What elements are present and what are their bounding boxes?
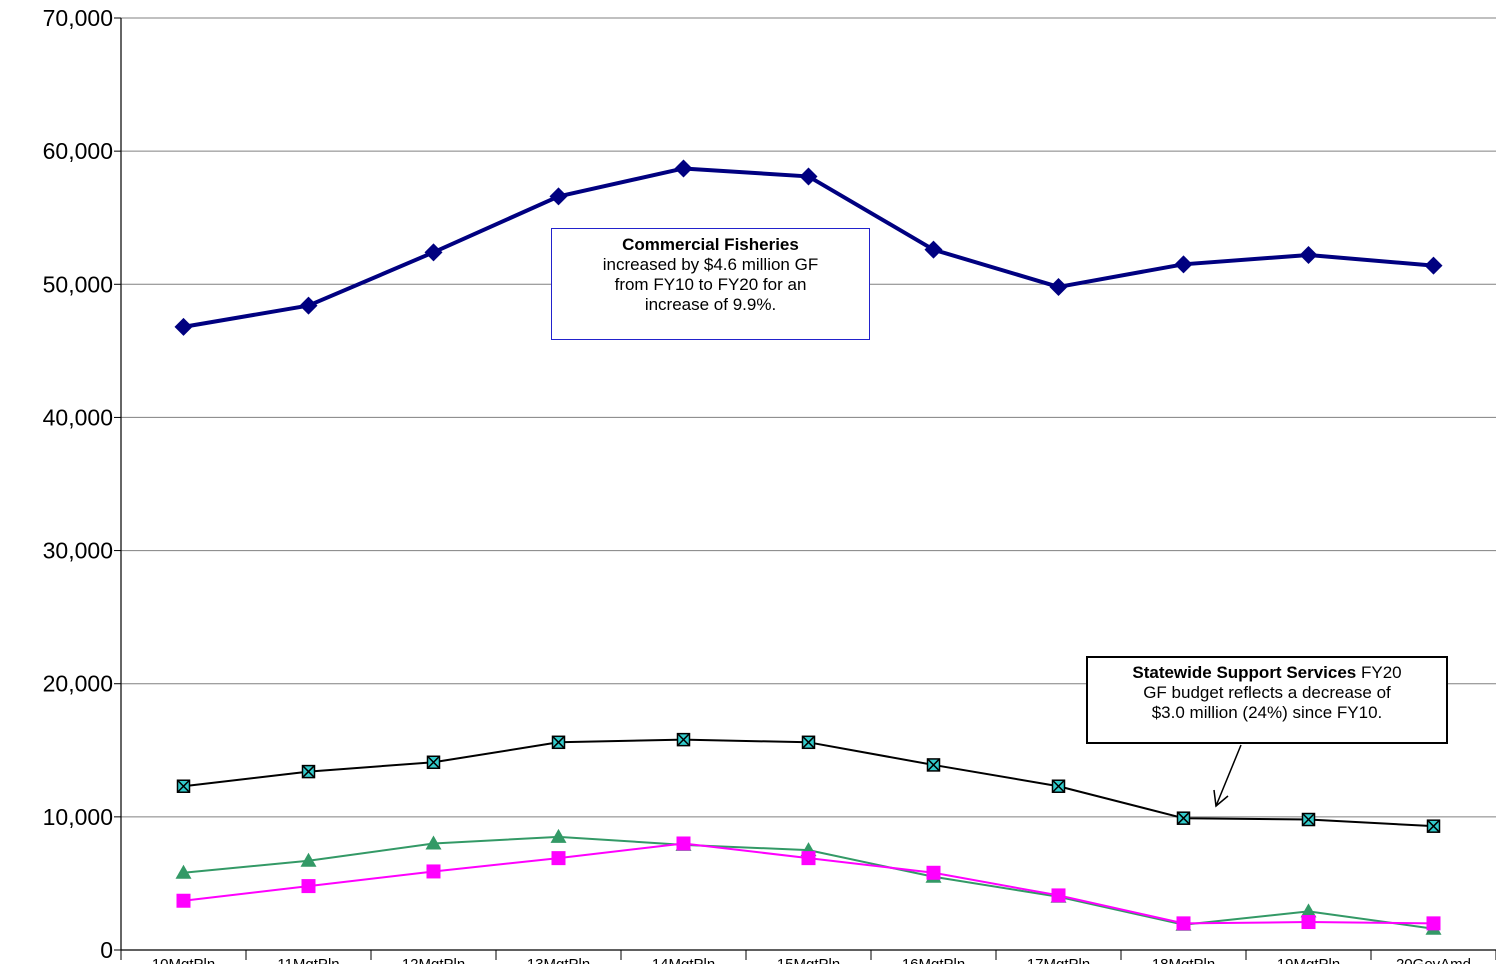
annotation-fisheries-line-2: from FY10 to FY20 for an — [614, 275, 807, 294]
data-point — [1424, 256, 1443, 275]
x-tick-label: 18MgtPln — [1152, 956, 1215, 964]
series-0 — [174, 159, 1443, 336]
data-point-cross — [426, 755, 441, 769]
annotation-fisheries-line-3: increase of 9.9%. — [644, 295, 777, 314]
data-point — [425, 835, 442, 850]
y-tick-label: 60,000 — [43, 138, 113, 164]
data-point — [924, 240, 943, 259]
annotation-statewide-line-2: $3.0 million (24%) since FY10. — [1151, 703, 1383, 722]
data-point — [799, 167, 818, 186]
y-tick-label: 20,000 — [43, 671, 113, 697]
x-tick-label: 12MgtPln — [402, 956, 465, 964]
data-point — [1049, 277, 1068, 296]
annotation-statewide-support-services: Statewide Support Services FY20 GF budge… — [1086, 656, 1448, 744]
annotation-statewide-title: Statewide Support Services — [1132, 663, 1357, 682]
annotation-statewide-line-1: GF budget reflects a decrease of — [1143, 683, 1391, 702]
x-tick-label: 11MgtPln — [277, 956, 339, 964]
data-point — [551, 735, 566, 750]
data-point-cross — [176, 779, 191, 793]
data-point — [1176, 916, 1191, 931]
data-point — [176, 893, 191, 908]
x-tick-label: 14MgtPln — [652, 956, 715, 964]
data-point-cross — [1301, 812, 1316, 827]
data-point — [1176, 811, 1191, 825]
data-point — [801, 851, 816, 866]
annotation-commercial-fisheries: Commercial Fisheries increased by $4.6 m… — [551, 228, 870, 340]
data-point — [550, 828, 567, 843]
x-tick-label: 10MgtPln — [152, 956, 215, 964]
x-tick-label: 17MgtPln — [1027, 956, 1090, 964]
data-point — [1051, 779, 1066, 793]
y-tick-label: 30,000 — [43, 538, 113, 564]
y-tick-label: 40,000 — [43, 404, 113, 430]
series-3 — [176, 836, 1441, 931]
data-point — [426, 755, 441, 770]
data-point-cross — [676, 733, 691, 747]
data-point-cross — [1051, 779, 1066, 793]
annotation-arrow — [1213, 744, 1242, 808]
data-point-cross — [1176, 811, 1191, 825]
arrow-shaft — [1215, 744, 1242, 807]
data-point — [301, 764, 316, 779]
x-tick-label: 15MgtPln — [777, 956, 840, 964]
data-point — [1301, 812, 1316, 827]
data-point — [176, 779, 191, 793]
data-point — [676, 732, 691, 747]
x-tick-label: 16MgtPln — [902, 956, 965, 964]
data-point — [1299, 245, 1318, 264]
y-tick-label: 0 — [100, 937, 113, 963]
data-point — [424, 243, 443, 262]
y-tick-labels: 0 10,000 20,000 30,000 40,000 50,000 60,000 70,… — [43, 5, 113, 963]
data-point — [300, 852, 317, 867]
annotation-fisheries-line-1: increased by $4.6 million GF — [602, 255, 819, 274]
data-point — [174, 317, 193, 336]
data-point — [1426, 819, 1441, 833]
data-point — [549, 187, 568, 206]
x-tick-labels: 10MgtPln 11MgtPln 12MgtPln 13MgtPln 14MgtPln… — [152, 956, 1471, 964]
arrow-head — [1213, 789, 1229, 808]
data-point — [801, 735, 816, 750]
data-point — [175, 864, 192, 879]
data-point — [926, 865, 941, 880]
data-point — [301, 879, 316, 894]
x-tick-label: 13MgtPln — [527, 956, 590, 964]
data-point — [674, 159, 693, 178]
series-2 — [175, 828, 1442, 935]
data-point — [1426, 916, 1441, 931]
y-tick-label: 70,000 — [43, 5, 113, 31]
x-tick-label: 20GovAmd — [1396, 956, 1471, 964]
data-point-cross — [1426, 819, 1441, 833]
x-tick-label: 19MgtPln — [1277, 956, 1340, 964]
data-point — [1300, 903, 1317, 918]
data-point-cross — [301, 765, 316, 779]
data-point — [676, 836, 691, 851]
series-1 — [176, 732, 1441, 833]
data-point — [1301, 915, 1316, 930]
data-point — [299, 296, 318, 315]
y-tick-label: 10,000 — [43, 804, 113, 830]
data-point — [1174, 255, 1193, 274]
series-line — [183, 738, 1434, 828]
data-point — [426, 864, 441, 879]
data-point-cross — [551, 735, 566, 749]
data-point-cross — [926, 758, 941, 772]
annotation-fisheries-title: Commercial Fisheries — [622, 235, 799, 254]
data-point — [1051, 888, 1066, 903]
data-point — [551, 851, 566, 866]
y-tick-label: 50,000 — [43, 271, 113, 297]
annotation-statewide-title-rest: FY20 — [1356, 663, 1402, 682]
series — [174, 159, 1443, 935]
data-point-cross — [801, 735, 816, 749]
axes — [114, 17, 1496, 960]
data-point — [926, 758, 941, 772]
